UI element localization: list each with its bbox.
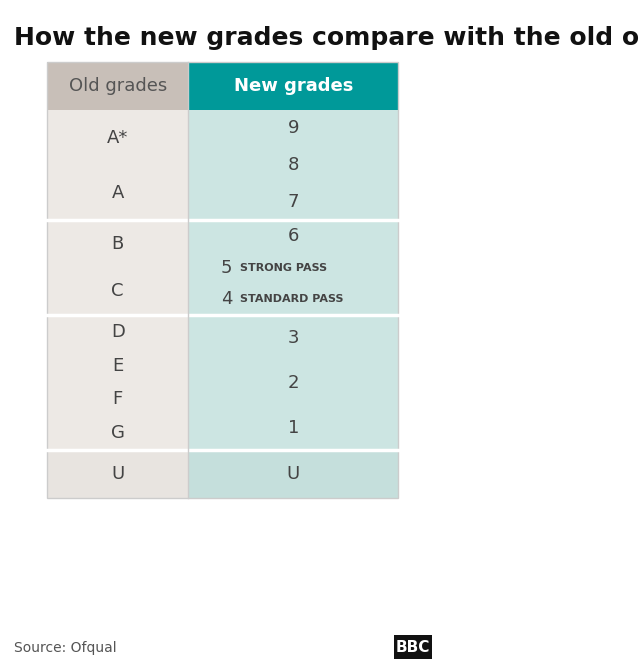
Text: A*: A* bbox=[107, 129, 129, 147]
Text: 7: 7 bbox=[287, 193, 299, 210]
FancyBboxPatch shape bbox=[188, 110, 398, 220]
Text: Old grades: Old grades bbox=[68, 77, 167, 95]
FancyBboxPatch shape bbox=[394, 635, 432, 659]
Text: 6: 6 bbox=[287, 227, 299, 245]
Text: How the new grades compare with the old ones: How the new grades compare with the old … bbox=[14, 26, 640, 50]
Text: STANDARD PASS: STANDARD PASS bbox=[240, 294, 344, 304]
Text: A: A bbox=[111, 184, 124, 202]
Text: C: C bbox=[111, 282, 124, 300]
FancyBboxPatch shape bbox=[188, 315, 398, 450]
FancyBboxPatch shape bbox=[47, 220, 188, 315]
Text: STRONG PASS: STRONG PASS bbox=[240, 263, 328, 273]
Text: B: B bbox=[111, 234, 124, 253]
Text: 1: 1 bbox=[287, 419, 299, 436]
Text: 2: 2 bbox=[287, 373, 299, 391]
Text: D: D bbox=[111, 323, 125, 341]
Text: 4: 4 bbox=[221, 290, 232, 308]
FancyBboxPatch shape bbox=[188, 220, 398, 315]
FancyBboxPatch shape bbox=[47, 315, 188, 450]
Text: F: F bbox=[113, 391, 123, 409]
Text: 8: 8 bbox=[287, 156, 299, 174]
Text: U: U bbox=[111, 465, 124, 483]
Text: Source: Ofqual: Source: Ofqual bbox=[14, 641, 116, 655]
Text: New grades: New grades bbox=[234, 77, 353, 95]
FancyBboxPatch shape bbox=[47, 450, 188, 498]
Text: 5: 5 bbox=[221, 259, 232, 277]
Text: 9: 9 bbox=[287, 119, 299, 137]
FancyBboxPatch shape bbox=[188, 62, 398, 110]
FancyBboxPatch shape bbox=[47, 62, 188, 110]
Text: BBC: BBC bbox=[396, 639, 430, 655]
FancyBboxPatch shape bbox=[188, 450, 398, 498]
FancyBboxPatch shape bbox=[47, 110, 188, 220]
Text: E: E bbox=[112, 356, 124, 375]
Text: U: U bbox=[287, 465, 300, 483]
Text: 3: 3 bbox=[287, 328, 299, 346]
Text: G: G bbox=[111, 424, 125, 442]
